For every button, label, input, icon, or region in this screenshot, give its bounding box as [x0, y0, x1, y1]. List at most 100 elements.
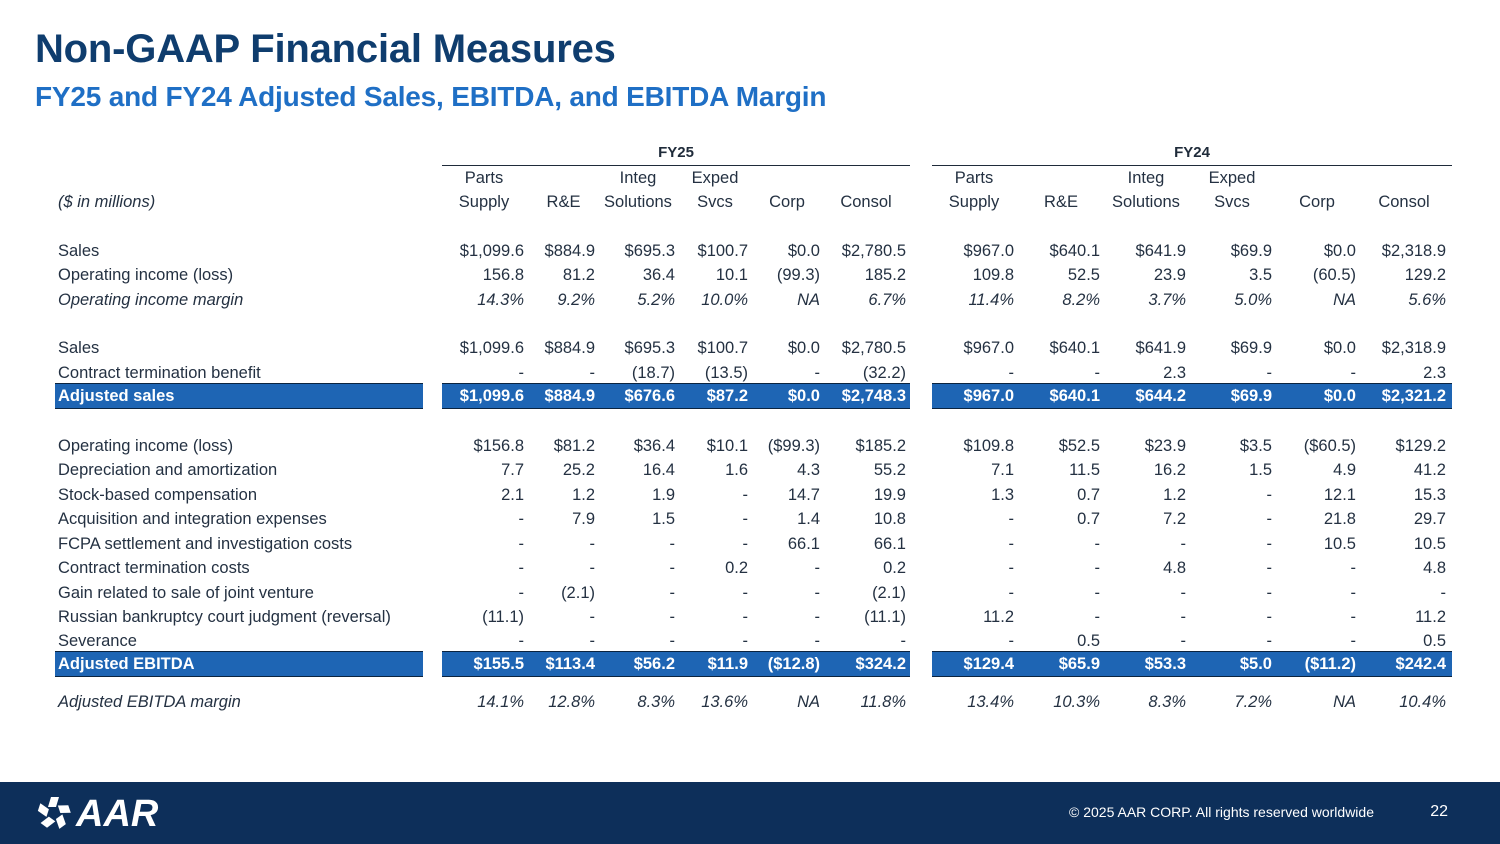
value-cell: ($12.8)	[767, 655, 820, 673]
page-title: Non-GAAP Financial Measures	[35, 27, 616, 71]
col-header-top	[530, 166, 597, 190]
value-cell: $967.0	[963, 242, 1014, 260]
value-cell: -	[814, 559, 821, 577]
value-cell: 29.7	[1413, 510, 1446, 528]
value-cell: $81.2	[553, 437, 595, 455]
col-header-top: Parts	[464, 169, 504, 187]
value-cell: 10.0%	[701, 291, 748, 309]
value-cell: $0.0	[787, 387, 820, 405]
value-cell: 19.9	[873, 486, 906, 504]
value-cell: 109.8	[972, 266, 1014, 284]
value-cell: -	[1350, 608, 1357, 626]
value-cell: NA	[797, 291, 820, 309]
value-cell: -	[1008, 632, 1015, 650]
value-cell: $640.1	[1049, 339, 1100, 357]
value-cell: 129.2	[1404, 266, 1446, 284]
value-cell: 25.2	[562, 461, 595, 479]
value-cell: -	[1266, 486, 1273, 504]
value-cell: $109.8	[963, 437, 1014, 455]
col-header-top: Exped	[1208, 169, 1256, 187]
value-cell: -	[814, 584, 821, 602]
row-label: Russian bankruptcy court judgment (rever…	[58, 608, 391, 626]
value-cell: $884.9	[544, 242, 595, 260]
value-cell: 14.3%	[477, 291, 524, 309]
value-cell: $69.9	[1230, 387, 1272, 405]
value-cell: 21.8	[1323, 510, 1356, 528]
value-cell: 0.5	[1077, 632, 1100, 650]
col-header-bottom: Svcs	[1214, 193, 1250, 211]
row-label: Stock-based compensation	[58, 486, 258, 504]
col-header-top: Parts	[954, 169, 994, 187]
value-cell: 11.2	[1415, 608, 1446, 626]
value-cell: -	[1266, 632, 1273, 650]
value-cell: 3.7%	[1148, 291, 1186, 309]
value-cell: $0.0	[787, 242, 820, 260]
value-cell: -	[742, 486, 749, 504]
row-label: Contract termination costs	[58, 559, 250, 577]
value-cell: ($11.2)	[1304, 655, 1356, 673]
value-cell: $640.1	[1049, 387, 1100, 405]
logo-text: AAR	[75, 793, 159, 833]
value-cell: -	[1266, 535, 1273, 553]
value-cell: 156.8	[482, 266, 524, 284]
unit-label: ($ in millions)	[58, 193, 156, 211]
value-cell: 7.1	[991, 461, 1014, 479]
col-header-top	[1020, 166, 1102, 190]
col-header-bottom: Consol	[840, 193, 892, 211]
value-cell: $65.9	[1058, 655, 1100, 673]
value-cell: -	[1094, 535, 1101, 553]
row-label: Sales	[58, 339, 100, 357]
value-cell: $2,318.9	[1381, 339, 1446, 357]
value-cell: 1.9	[652, 486, 675, 504]
col-header-bottom: Corp	[769, 193, 805, 211]
value-cell: -	[742, 510, 749, 528]
value-cell: -	[669, 559, 676, 577]
value-cell: 9.2%	[557, 291, 595, 309]
value-cell: 11.8%	[860, 693, 906, 711]
col-header-bottom: Supply	[458, 193, 510, 211]
total-row-band	[442, 383, 910, 409]
value-cell: (60.5)	[1312, 266, 1356, 284]
value-cell: $884.9	[544, 339, 595, 357]
col-header-top: Integ	[1127, 169, 1165, 187]
value-cell: 10.3%	[1053, 693, 1100, 711]
value-cell: -	[669, 632, 676, 650]
value-cell: $2,780.5	[841, 339, 906, 357]
value-cell: 8.2%	[1062, 291, 1100, 309]
value-cell: -	[518, 632, 525, 650]
value-cell: -	[518, 364, 525, 382]
value-cell: -	[1266, 510, 1273, 528]
value-cell: NA	[1333, 291, 1356, 309]
value-cell: $69.9	[1230, 339, 1272, 357]
value-cell: -	[742, 632, 749, 650]
value-cell: -	[742, 584, 749, 602]
value-cell: 10.5	[1413, 535, 1446, 553]
row-label: Acquisition and integration expenses	[58, 510, 327, 528]
value-cell: $11.9	[707, 655, 748, 673]
col-header-top	[1276, 166, 1358, 190]
value-cell: 36.4	[642, 266, 675, 284]
value-cell: -	[589, 608, 596, 626]
value-cell: -	[1350, 584, 1357, 602]
value-cell: -	[1008, 535, 1015, 553]
value-cell: 7.9	[572, 510, 595, 528]
aar-logo: AAR	[37, 793, 159, 833]
value-cell: 10.5	[1323, 535, 1356, 553]
value-cell: 2.3	[1423, 364, 1446, 382]
group-header: FY24	[1174, 144, 1210, 161]
value-cell: $695.3	[624, 339, 675, 357]
value-cell: -	[814, 364, 821, 382]
value-cell: $5.0	[1239, 655, 1272, 673]
value-cell: 1.5	[1249, 461, 1272, 479]
value-cell: 10.1	[715, 266, 748, 284]
col-header-top	[824, 166, 908, 190]
value-cell: $23.9	[1144, 437, 1186, 455]
value-cell: (13.5)	[704, 364, 748, 382]
value-cell: $56.2	[633, 655, 675, 673]
group-underline	[442, 165, 910, 166]
value-cell: -	[742, 535, 749, 553]
value-cell: -	[589, 364, 596, 382]
value-cell: $100.7	[697, 339, 748, 357]
value-cell: 7.2%	[1234, 693, 1272, 711]
value-cell: $0.0	[1323, 339, 1356, 357]
